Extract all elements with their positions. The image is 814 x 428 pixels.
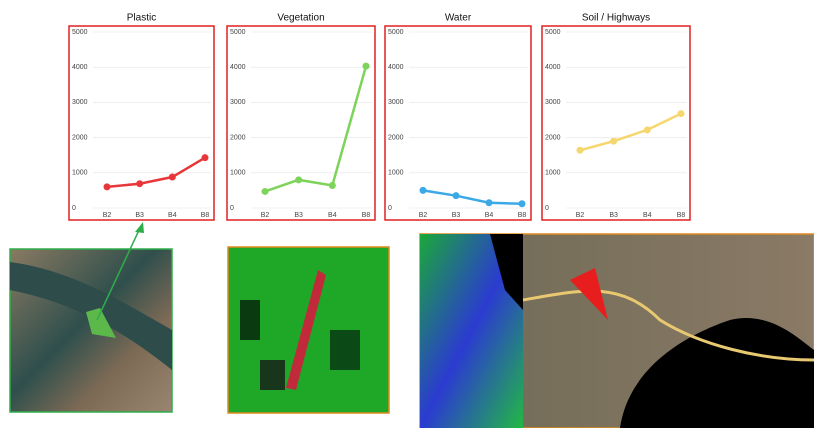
x-tick-label: B3 <box>609 212 618 219</box>
point <box>644 126 651 133</box>
point <box>136 180 143 187</box>
chart-title: Plastic <box>127 13 156 24</box>
point <box>262 188 269 195</box>
line <box>423 190 522 203</box>
y-tick-label: 4000 <box>72 64 88 71</box>
point <box>363 63 370 70</box>
point <box>678 110 685 117</box>
chart-frame <box>385 26 531 220</box>
point <box>519 200 526 207</box>
y-tick-label: 1000 <box>230 170 246 177</box>
x-tick-label: B8 <box>518 212 527 219</box>
image-vegetation <box>228 247 389 413</box>
point <box>577 147 584 154</box>
y-tick-label: 2000 <box>72 134 88 141</box>
y-tick-label: 5000 <box>545 29 561 36</box>
x-tick-label: B2 <box>419 212 428 219</box>
y-tick-label: 1000 <box>72 170 88 177</box>
chart-title: Soil / Highways <box>582 13 650 24</box>
y-tick-label: 3000 <box>545 99 561 106</box>
x-tick-label: B8 <box>362 212 371 219</box>
y-tick-label: 5000 <box>72 29 88 36</box>
chart-frame <box>227 26 375 220</box>
chart-title: Vegetation <box>277 13 324 24</box>
point <box>104 183 111 190</box>
y-tick-label: 2000 <box>545 134 561 141</box>
x-tick-label: B3 <box>452 212 461 219</box>
x-tick-label: B2 <box>576 212 585 219</box>
y-tick-label: 2000 <box>230 134 246 141</box>
line <box>107 158 205 187</box>
y-tick-label: 0 <box>230 205 234 212</box>
chart-frame <box>69 26 214 220</box>
point <box>329 182 336 189</box>
y-tick-label: 4000 <box>230 64 246 71</box>
point <box>295 176 302 183</box>
image-plastic <box>10 222 172 412</box>
x-tick-label: B4 <box>168 212 177 219</box>
y-tick-label: 5000 <box>230 29 246 36</box>
chart-frame <box>542 26 690 220</box>
x-tick-label: B2 <box>261 212 270 219</box>
line <box>580 114 681 151</box>
figure: Plastic 0 1000 2000 3000 4000 5000 B2 B3 B4 B8 Vege… <box>0 0 814 428</box>
point <box>486 199 493 206</box>
y-tick-label: 0 <box>388 205 392 212</box>
x-tick-label: B2 <box>103 212 112 219</box>
point <box>453 192 460 199</box>
x-tick-label: B3 <box>135 212 144 219</box>
x-tick-label: B3 <box>294 212 303 219</box>
point <box>169 174 176 181</box>
page: {"chart_data": [ {"type": "line", "title… <box>0 0 814 428</box>
x-tick-label: B8 <box>677 212 686 219</box>
y-tick-label: 3000 <box>230 99 246 106</box>
y-tick-label: 3000 <box>388 99 404 106</box>
y-tick-label: 0 <box>72 205 76 212</box>
x-tick-label: B4 <box>485 212 494 219</box>
y-tick-label: 1000 <box>545 170 561 177</box>
y-tick-label: 4000 <box>388 64 404 71</box>
y-tick-label: 5000 <box>388 29 404 36</box>
y-tick-label: 1000 <box>388 170 404 177</box>
y-tick-label: 4000 <box>545 64 561 71</box>
x-tick-label: B4 <box>643 212 652 219</box>
x-tick-label: B8 <box>201 212 210 219</box>
y-tick-label: 2000 <box>388 134 404 141</box>
point <box>420 187 427 194</box>
point <box>202 154 209 161</box>
y-tick-label: 0 <box>545 205 549 212</box>
x-tick-label: B4 <box>328 212 337 219</box>
point <box>610 138 617 145</box>
chart-title: Water <box>445 13 472 24</box>
y-tick-label: 3000 <box>72 99 88 106</box>
image-water <box>420 234 814 428</box>
